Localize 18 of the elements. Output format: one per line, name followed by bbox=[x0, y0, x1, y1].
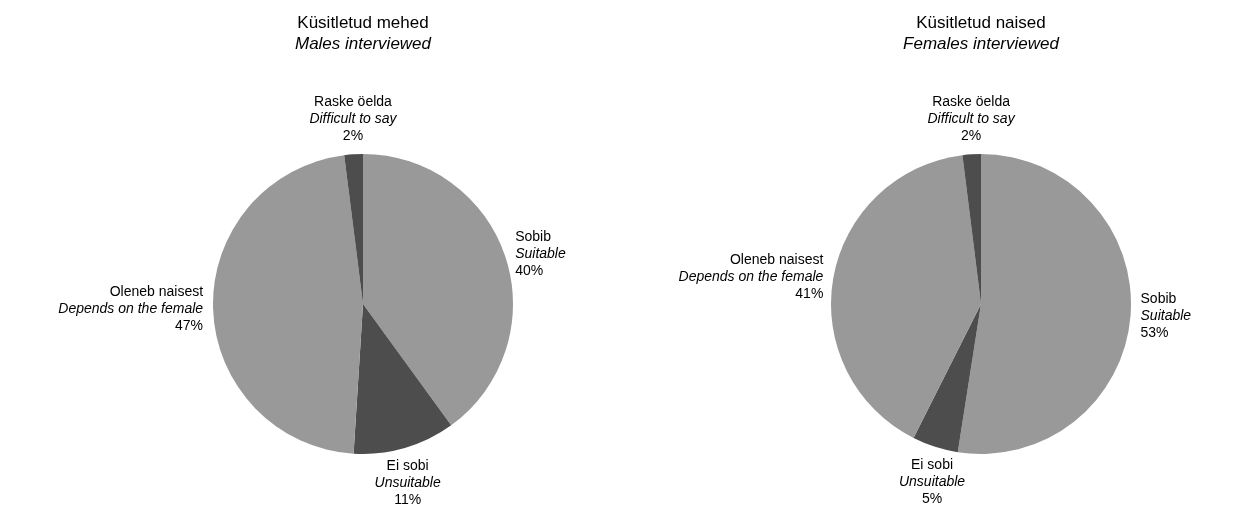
slice-label: Oleneb naisest Depends on the female bbox=[678, 250, 824, 284]
chart-title: Küsitletud naised Females interviewed bbox=[902, 12, 1061, 54]
slice-label: Sobib Suitable bbox=[515, 228, 566, 262]
data-label: 47% bbox=[175, 316, 204, 333]
data-label: 40% bbox=[515, 262, 544, 279]
chart-title: Küsitletud mehed Males interviewed bbox=[293, 12, 433, 54]
data-label: 41% bbox=[795, 284, 824, 301]
data-label: 53% bbox=[1140, 324, 1169, 341]
slice-label: Ei sobi Unsuitable bbox=[374, 457, 441, 491]
slice-label: Raske öelda Difficult to say bbox=[927, 92, 1016, 126]
slice-label: Raske öelda Difficult to say bbox=[309, 92, 398, 126]
data-label: 11% bbox=[394, 491, 422, 508]
slice-label: Sobib Suitable bbox=[1140, 290, 1192, 324]
data-label: 5% bbox=[921, 489, 943, 506]
data-label: 2% bbox=[342, 126, 364, 143]
data-label: 2% bbox=[960, 126, 982, 143]
slice-label: Ei sobi Unsuitable bbox=[898, 455, 966, 489]
slice-label: Oleneb naisest Depends on the female bbox=[58, 282, 204, 316]
